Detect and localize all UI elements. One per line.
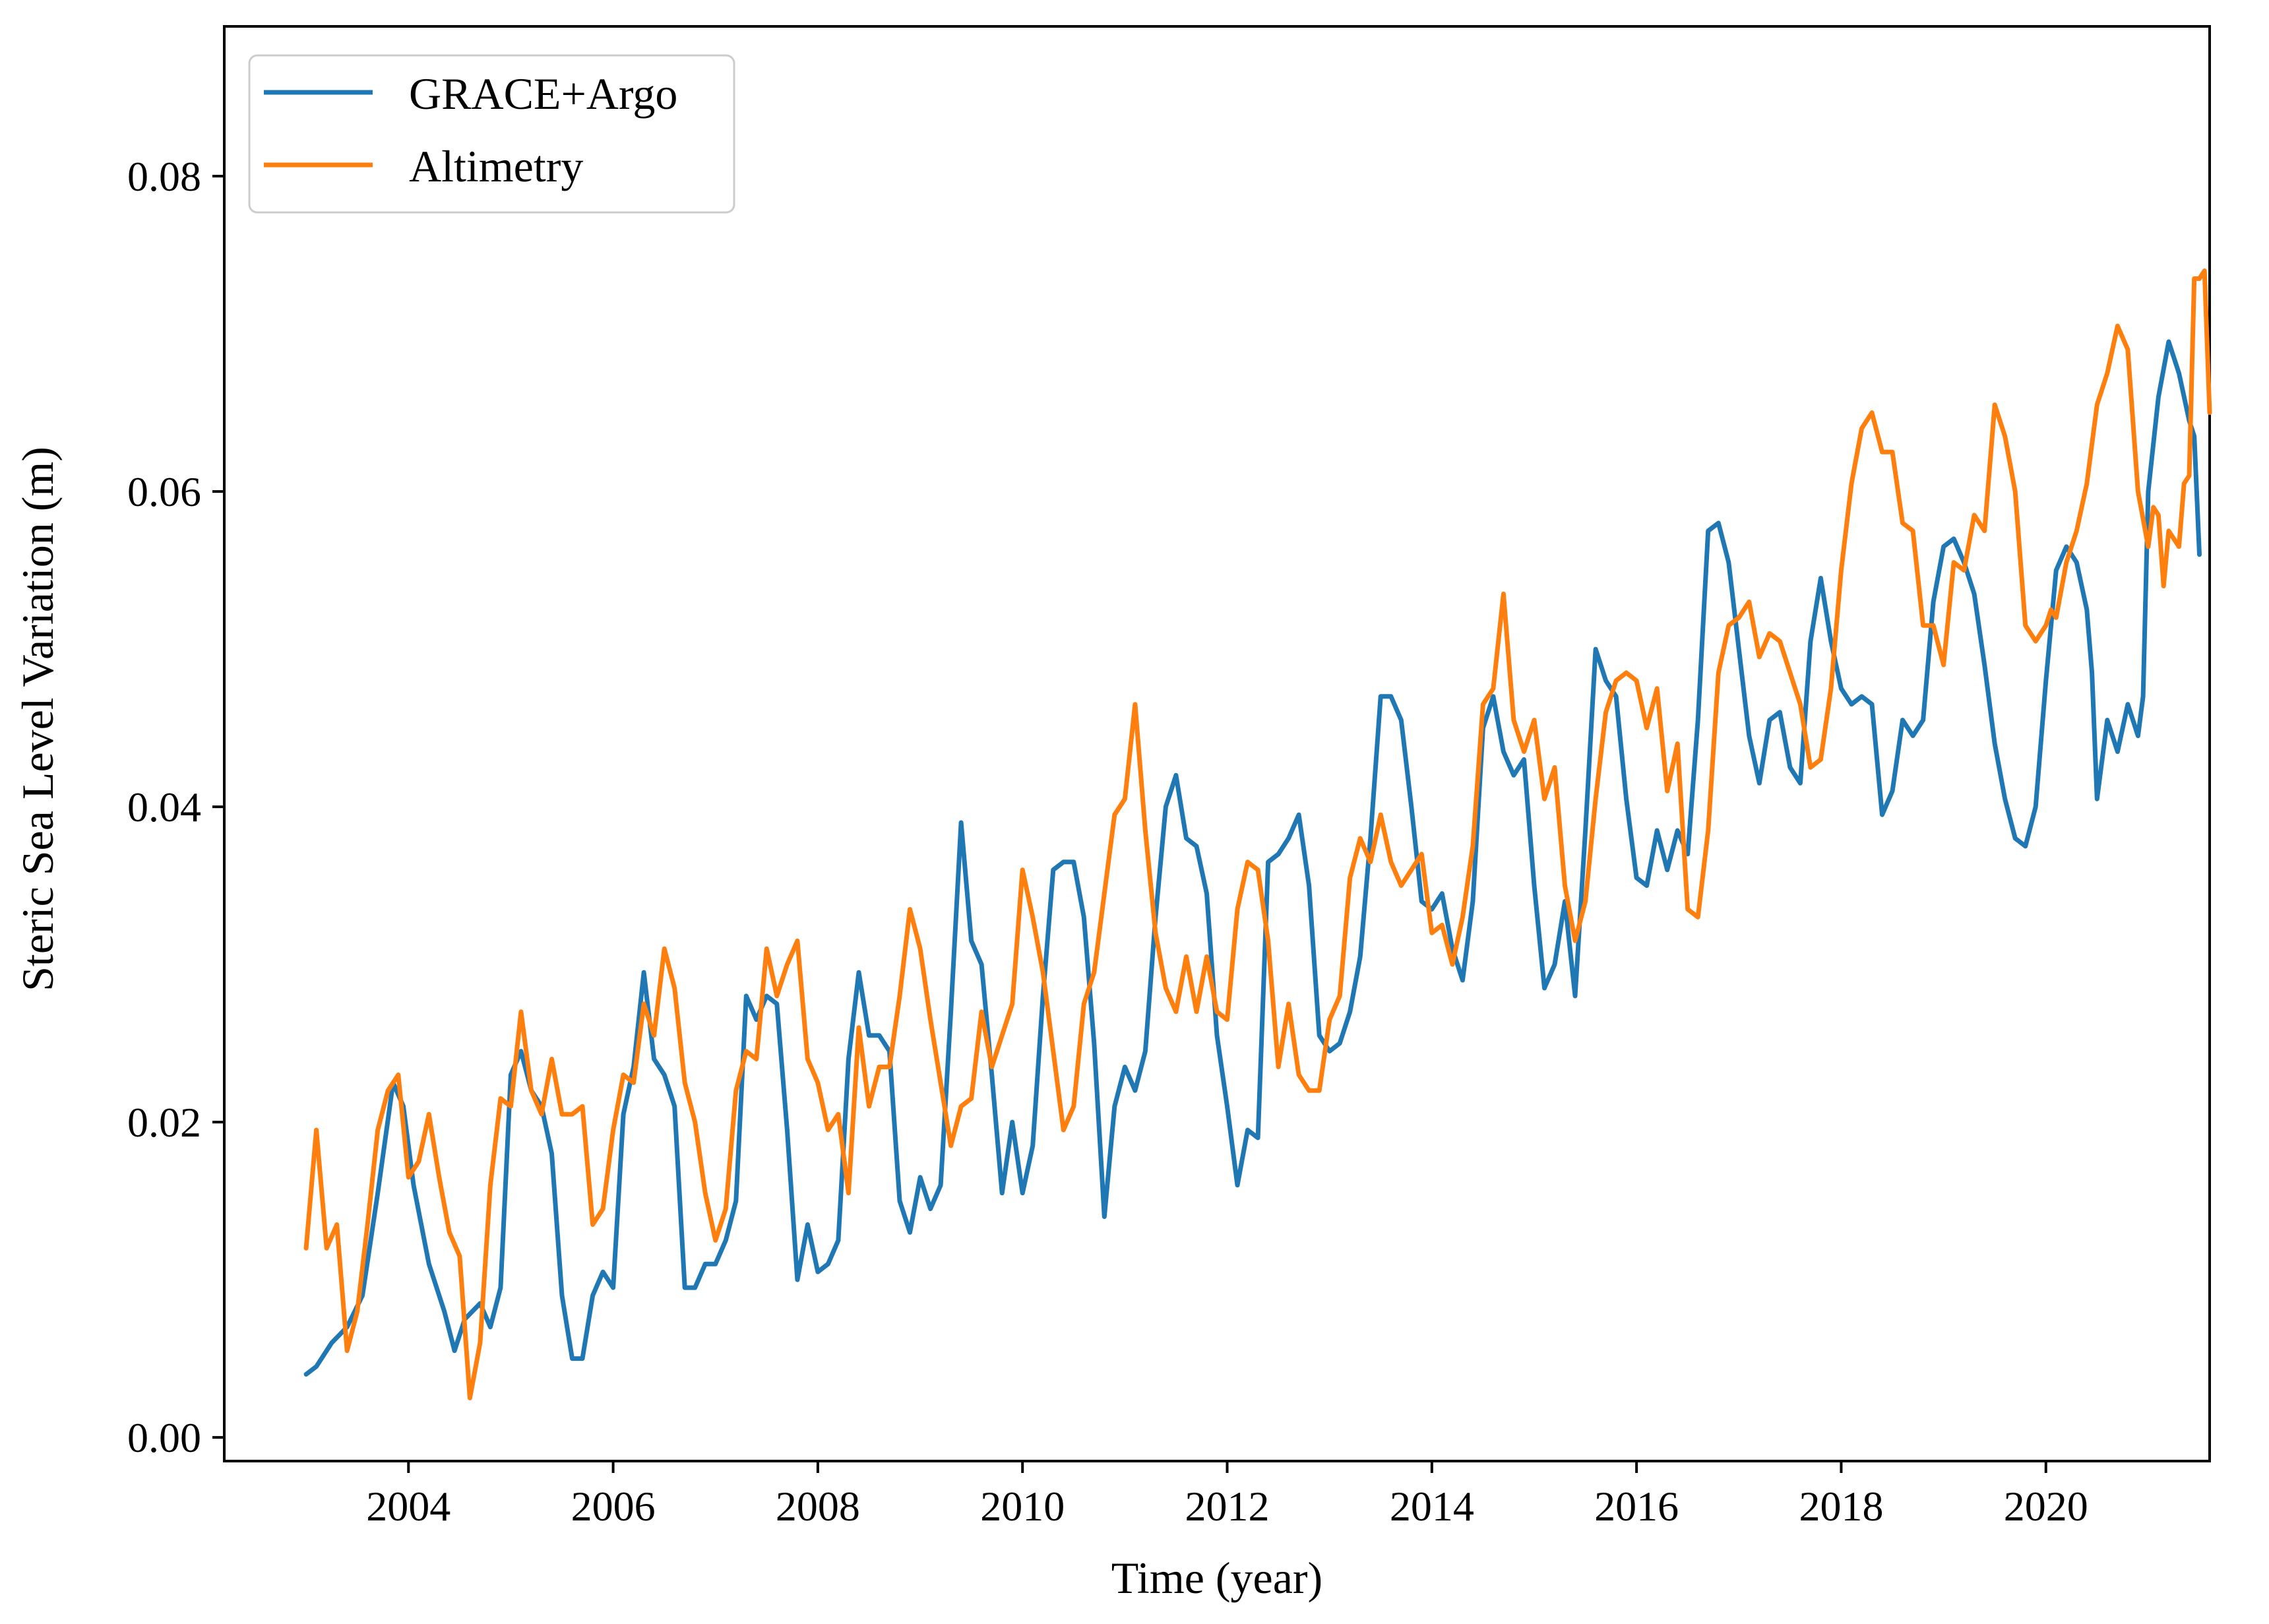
x-tick-label: 2008 xyxy=(776,1483,860,1530)
y-tick-label: 0.00 xyxy=(127,1414,201,1461)
x-tick-label: 2018 xyxy=(1799,1483,1883,1530)
y-tick-label: 0.08 xyxy=(127,153,201,200)
y-tick-label: 0.02 xyxy=(127,1099,201,1146)
legend: GRACE+Argo Altimetry xyxy=(248,54,735,214)
x-tick-label: 2014 xyxy=(1390,1483,1474,1530)
x-axis-label: Time (year) xyxy=(1111,1553,1322,1603)
y-tick-label: 0.06 xyxy=(127,468,201,515)
legend-label-altimetry: Altimetry xyxy=(409,141,583,191)
y-tick-label: 0.04 xyxy=(127,784,201,830)
x-tick-label: 2020 xyxy=(2004,1483,2088,1530)
series-line-grace-argo xyxy=(303,339,2202,1377)
series-layer xyxy=(303,268,2212,1400)
y-axis-ticks: 0.00 0.02 0.04 0.06 0.08 xyxy=(127,153,224,1461)
x-tick-label: 2012 xyxy=(1185,1483,1270,1530)
axes-frame xyxy=(223,25,2211,1462)
series-line-altimetry xyxy=(303,268,2212,1400)
x-tick-label: 2006 xyxy=(571,1483,656,1530)
x-axis-ticks: 2004 2006 2008 2010 2012 2014 2016 2018 2020 xyxy=(366,1461,2088,1530)
y-axis-label: Steric Sea Level Variation (m) xyxy=(13,447,63,991)
legend-label-grace-argo: GRACE+Argo xyxy=(409,69,677,119)
x-tick-label: 2016 xyxy=(1594,1483,1679,1530)
plot-area xyxy=(223,25,2212,1462)
x-tick-label: 2010 xyxy=(980,1483,1065,1530)
x-tick-label: 2004 xyxy=(366,1483,451,1530)
